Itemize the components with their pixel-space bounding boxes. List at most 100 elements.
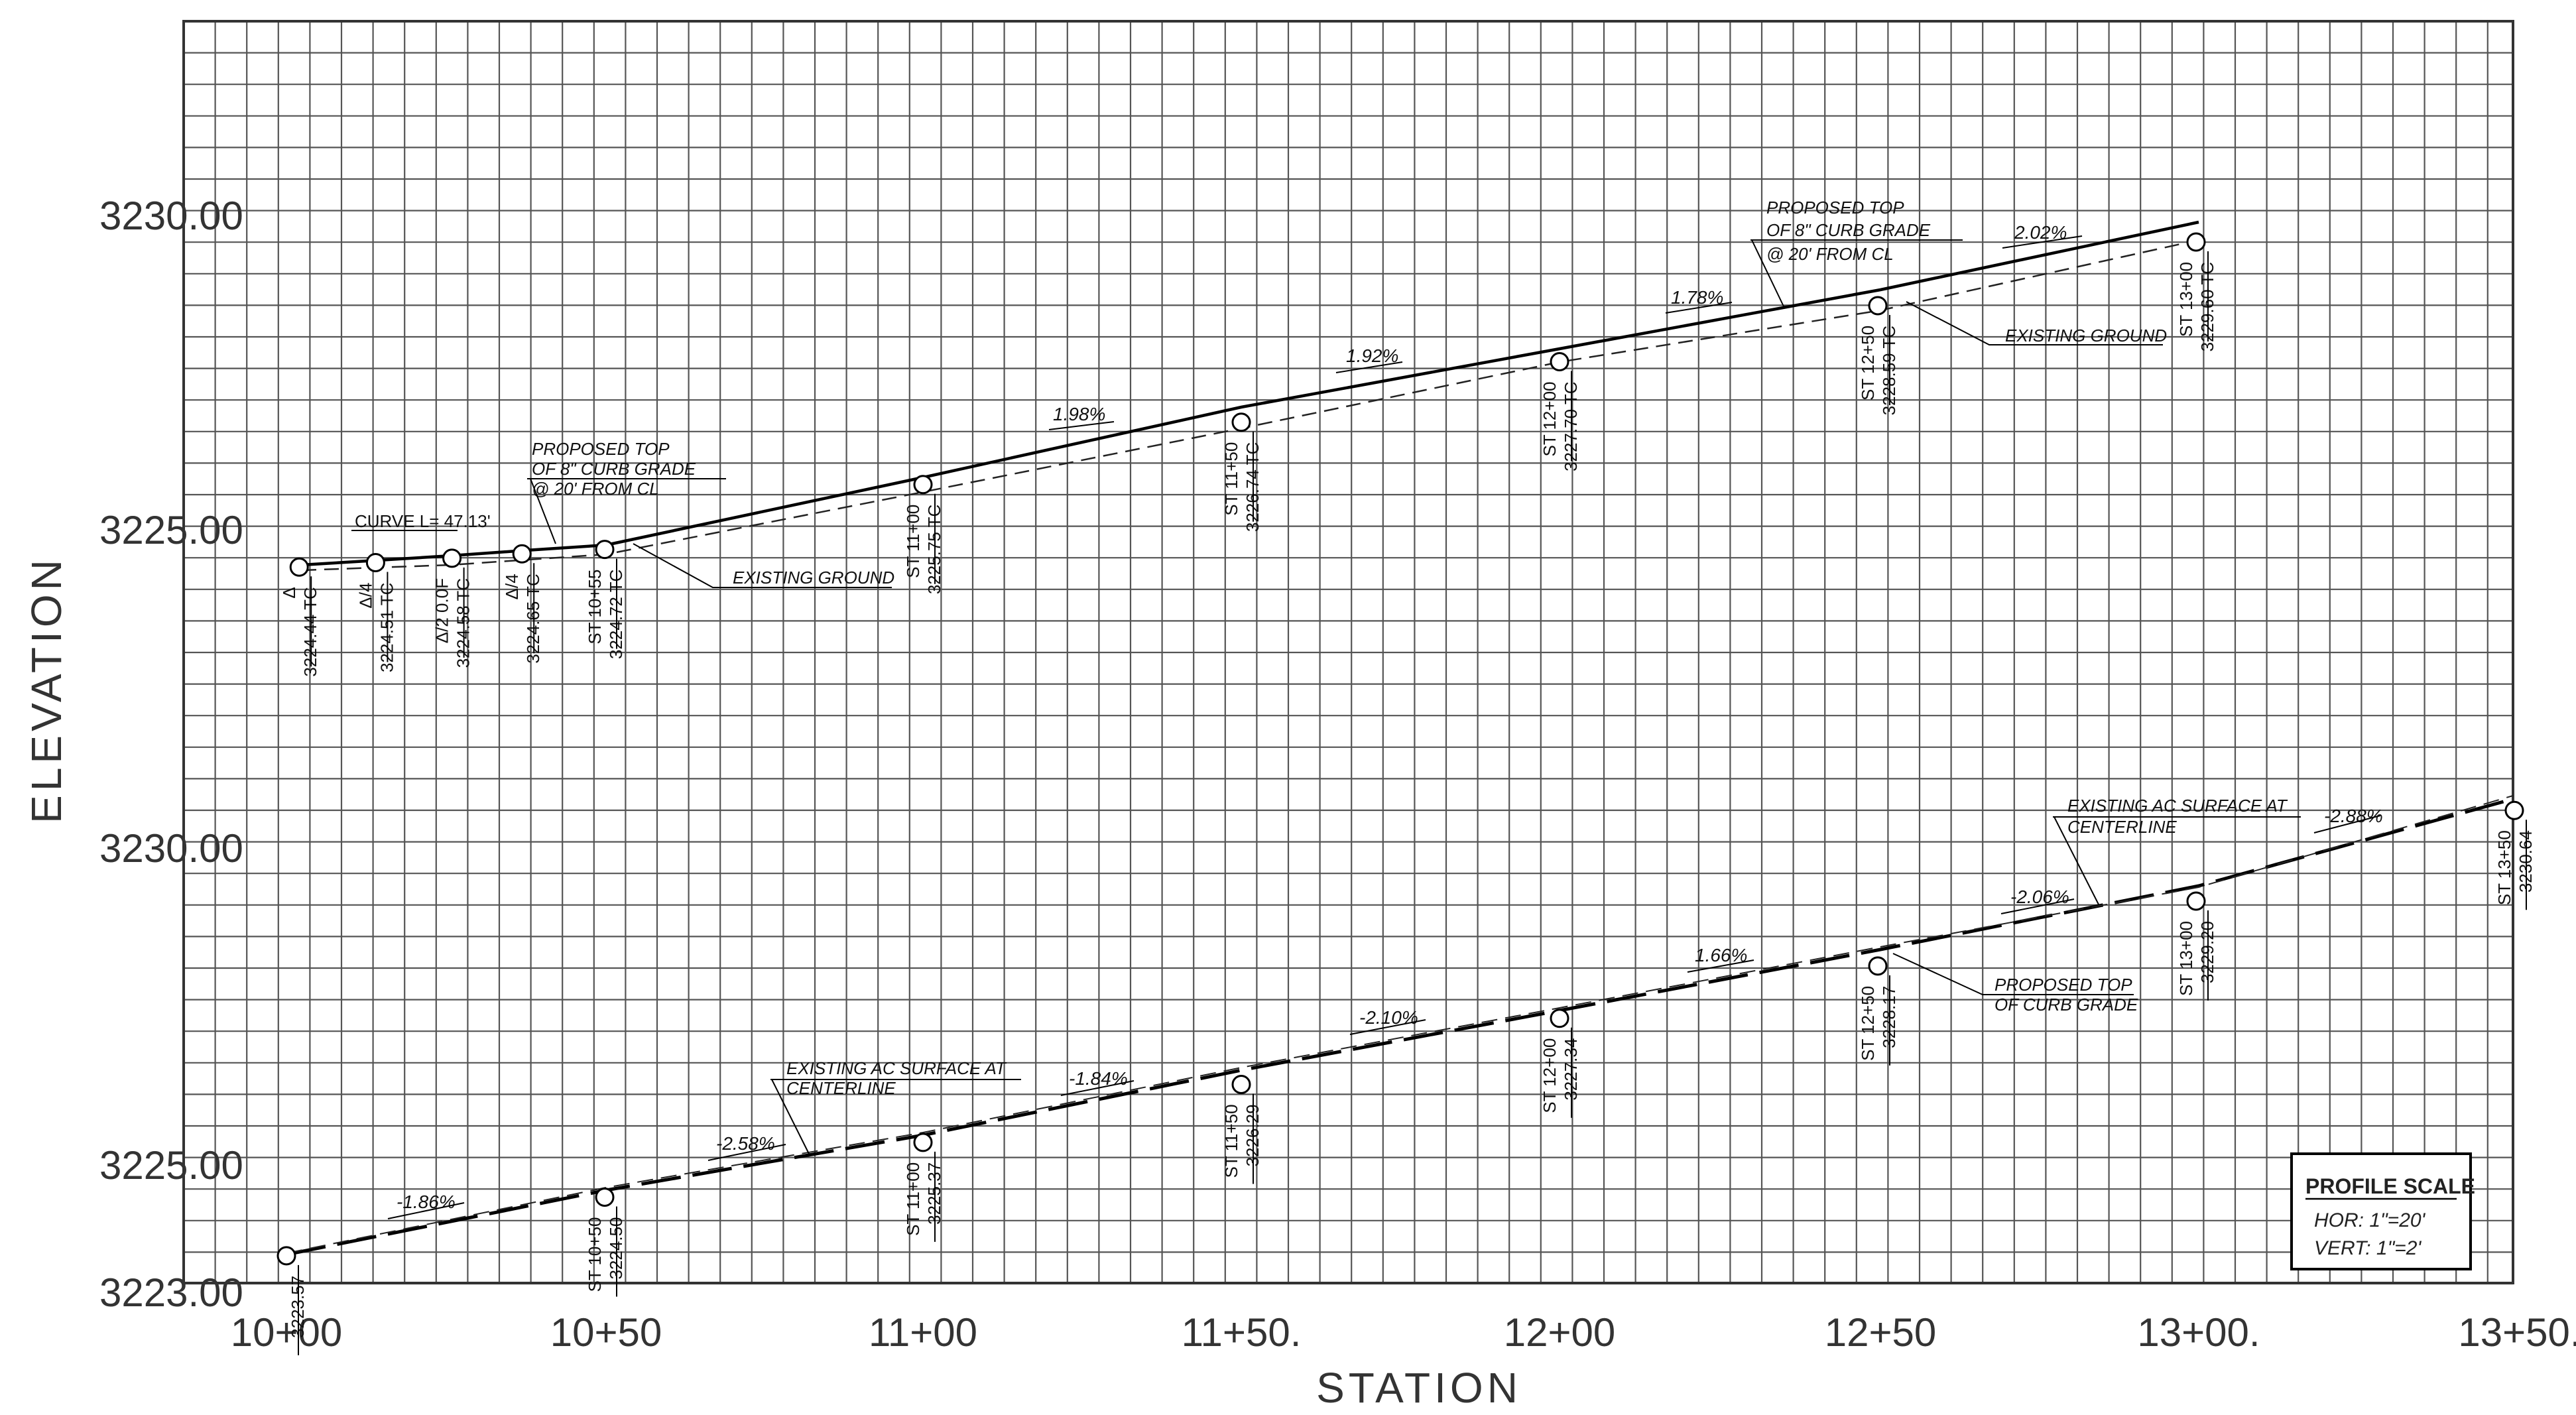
callout-text: EXISTING GROUND [733, 568, 894, 587]
station-marker [595, 540, 615, 560]
proposed-callout-right: PROPOSED TOP OF 8" CURB GRADE @ 20' FROM… [1750, 198, 1963, 307]
station-point: ST 12+003227.34 [1540, 1009, 1581, 1118]
station-label: ST 11+00 [903, 505, 923, 578]
station-label-group: ST 10+553224.72 TC [585, 570, 626, 659]
existing-ac-callout-right: EXISTING AC SURFACE AT CENTERLINE [2053, 796, 2301, 905]
upper-grades: 1.98% 1.92% 1.78% 2.02% [1048, 222, 2083, 430]
x-axis-title: STATION [1316, 1364, 1522, 1412]
y-tick-lower-3223: 3223.00 [99, 1270, 243, 1315]
profile-scale-box: PROFILE SCALE HOR: 1"=20' VERT: 1"=2' [2290, 1152, 2475, 1270]
proposed-curb-callout: PROPOSED TOP OF CURB GRADE [1892, 953, 2138, 1015]
station-point: ST 11+503226.29 [1221, 1074, 1262, 1184]
grade-arrow [1060, 1080, 1135, 1096]
x-tick-label: 10+00 [231, 1310, 343, 1355]
station-label-group: ST 11+503226.74 TC [1221, 442, 1262, 532]
station-label: ST 13+00 [2176, 921, 2196, 996]
station-label: ST 11+00 [903, 1162, 923, 1236]
station-point: Δ/43224.65 TC [502, 544, 543, 664]
grade-label: 1.78% [1671, 287, 1723, 308]
station-label: ST 12+00 [1540, 1038, 1560, 1113]
callout-line: EXISTING AC SURFACE AT [2067, 796, 2288, 816]
station-label: ST 11+50 [1221, 442, 1241, 516]
grade-label: -2.10% [1359, 1007, 1418, 1028]
station-label-group: ST 13+003229.20 [2176, 921, 2217, 996]
y-tick-upper-3230: 3230.00 [99, 194, 243, 238]
station-marker [512, 544, 532, 564]
y-tick-lower-3230: 3230.00 [99, 826, 243, 871]
station-label-group: ST 12+503228.59 TC [1858, 326, 1899, 415]
callout-leader [771, 1079, 810, 1154]
station-marker [1231, 1074, 1251, 1094]
callout-leader [2054, 816, 2099, 905]
x-tick-label: 13+50. [2458, 1310, 2576, 1355]
station-marker [1868, 956, 1888, 976]
callout-line: CENTERLINE [2067, 817, 2177, 837]
grade-arrow [707, 1144, 786, 1161]
station-marker [913, 1133, 933, 1152]
grade-label: -1.86% [397, 1192, 456, 1212]
x-tick-label: 10+50 [550, 1310, 662, 1355]
grid [182, 20, 2514, 1285]
station-point: Δ3224.44 TC [279, 557, 320, 677]
curve-length-label: CURVE L= 47.13' [355, 511, 491, 531]
lower-proposed-grade-line [286, 795, 2514, 1254]
x-tick-label: 12+50 [1825, 1310, 1937, 1355]
station-label-group: Δ3224.44 TC [279, 587, 320, 676]
station-point: 3223.57 [276, 1246, 308, 1355]
station-marker [289, 557, 309, 577]
y-tick-upper-3225: 3225.00 [99, 508, 243, 552]
station-point: ST 12+503228.59 TC [1858, 296, 1899, 415]
station-marker [2504, 800, 2524, 820]
station-point: ST 13+503230.64 [2494, 800, 2536, 910]
proposed-callout-left: PROPOSED TOP OF 8" CURB GRADE @ 20' FROM… [527, 439, 726, 544]
x-ticks: 10+00 10+50 11+00 11+50. 12+00 12+50 13+… [231, 1310, 2576, 1355]
station-label-group: ST 12+503228.17 [1858, 986, 1899, 1061]
scale-box-frame [2290, 1152, 2472, 1270]
grade-arrow [2002, 235, 2083, 249]
existing-ground-callout-right: EXISTING GROUND [1906, 301, 2167, 345]
grade-label: 1.98% [1053, 404, 1105, 424]
station-label: ST 12+00 [1540, 382, 1560, 457]
callout-leader [530, 478, 556, 544]
grade-arrow [2313, 815, 2381, 833]
grade-label: -1.84% [1069, 1068, 1128, 1089]
station-marker [365, 553, 385, 573]
grade-arrow [1335, 361, 1403, 373]
callout-line: PROPOSED TOP [1994, 975, 2132, 995]
upper-existing-ground-line [301, 239, 2199, 572]
station-point: ST 10+503224.50 [585, 1188, 626, 1297]
station-marker [2186, 232, 2206, 252]
station-label-group: ST 13+503230.64 [2494, 830, 2536, 905]
scale-box-horizontal: HOR: 1"=20' [2314, 1209, 2426, 1231]
station-point: ST 10+553224.72 TC [585, 540, 626, 659]
grid-frame [182, 20, 2514, 1284]
station-marker [1550, 1009, 1569, 1028]
callout-line: @ 20' FROM CL [1766, 244, 1894, 264]
station-point: Δ/2 0.0F3224.58 TC [432, 548, 473, 668]
station-label: Δ/4 [355, 583, 375, 609]
upper-proposed-curb-line [301, 220, 2199, 567]
station-label-group: Δ/43224.65 TC [502, 574, 543, 663]
x-tick-label: 13+00. [2137, 1310, 2260, 1355]
station-point: ST 11+503226.74 TC [1221, 412, 1262, 532]
upper-stations: Δ3224.44 TC Δ/43224.51 TC Δ/2 0.0F3224.58 … [279, 232, 2217, 677]
callout-line: PROPOSED TOP [532, 439, 670, 459]
callout-line: OF CURB GRADE [1994, 995, 2138, 1015]
x-tick-label: 12+00 [1504, 1310, 1616, 1355]
station-marker [2186, 891, 2206, 911]
station-marker [595, 1188, 615, 1207]
station-label: ST 13+00 [2176, 262, 2196, 337]
grade-arrow [1349, 1019, 1426, 1035]
station-label-group: ST 10+503224.50 [585, 1217, 626, 1292]
x-tick-label: 11+50. [1182, 1310, 1302, 1355]
station-marker [913, 475, 933, 495]
grade-label: 1.92% [1346, 345, 1398, 366]
callout-line: PROPOSED TOP [1766, 198, 1904, 217]
grade-arrow [387, 1202, 465, 1219]
y-tick-lower-3225: 3225.00 [99, 1143, 243, 1188]
station-point: ST 13+003229.20 [2176, 891, 2217, 1001]
